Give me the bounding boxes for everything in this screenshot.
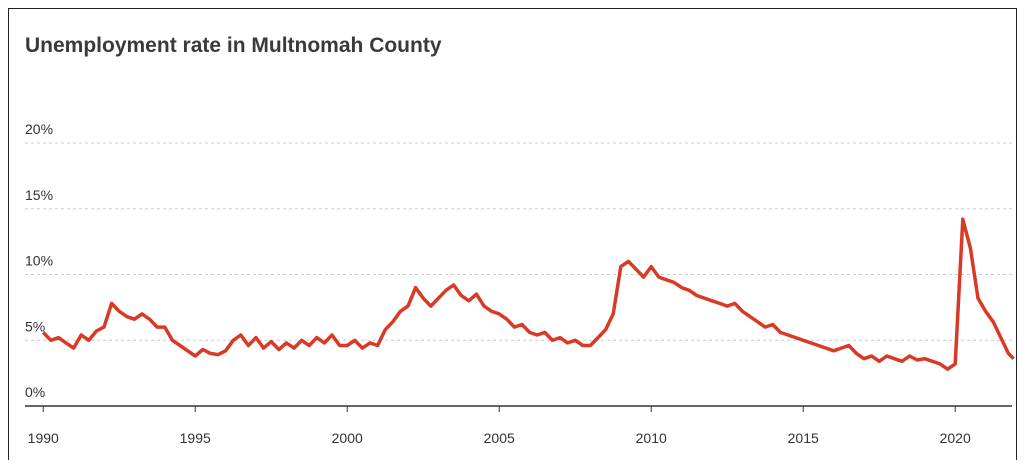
x-tick-label: 1995	[180, 430, 211, 446]
y-tick-label: 15%	[25, 187, 53, 203]
x-tick-label: 2015	[788, 430, 819, 446]
x-tick-label: 2005	[484, 430, 515, 446]
y-tick-label: 20%	[25, 121, 53, 137]
y-tick-label: 5%	[25, 318, 45, 334]
chart-title: Unemployment rate in Multnomah County	[25, 34, 442, 57]
x-tick-label: 2010	[636, 430, 667, 446]
x-tick-label: 2020	[940, 430, 971, 446]
frame	[8, 8, 1017, 465]
y-tick-label: 0%	[25, 384, 45, 400]
y-tick-label: 10%	[25, 253, 53, 269]
x-tick-label: 1990	[28, 430, 59, 446]
data-line	[41, 217, 1015, 371]
x-tick-label: 2000	[332, 430, 363, 446]
